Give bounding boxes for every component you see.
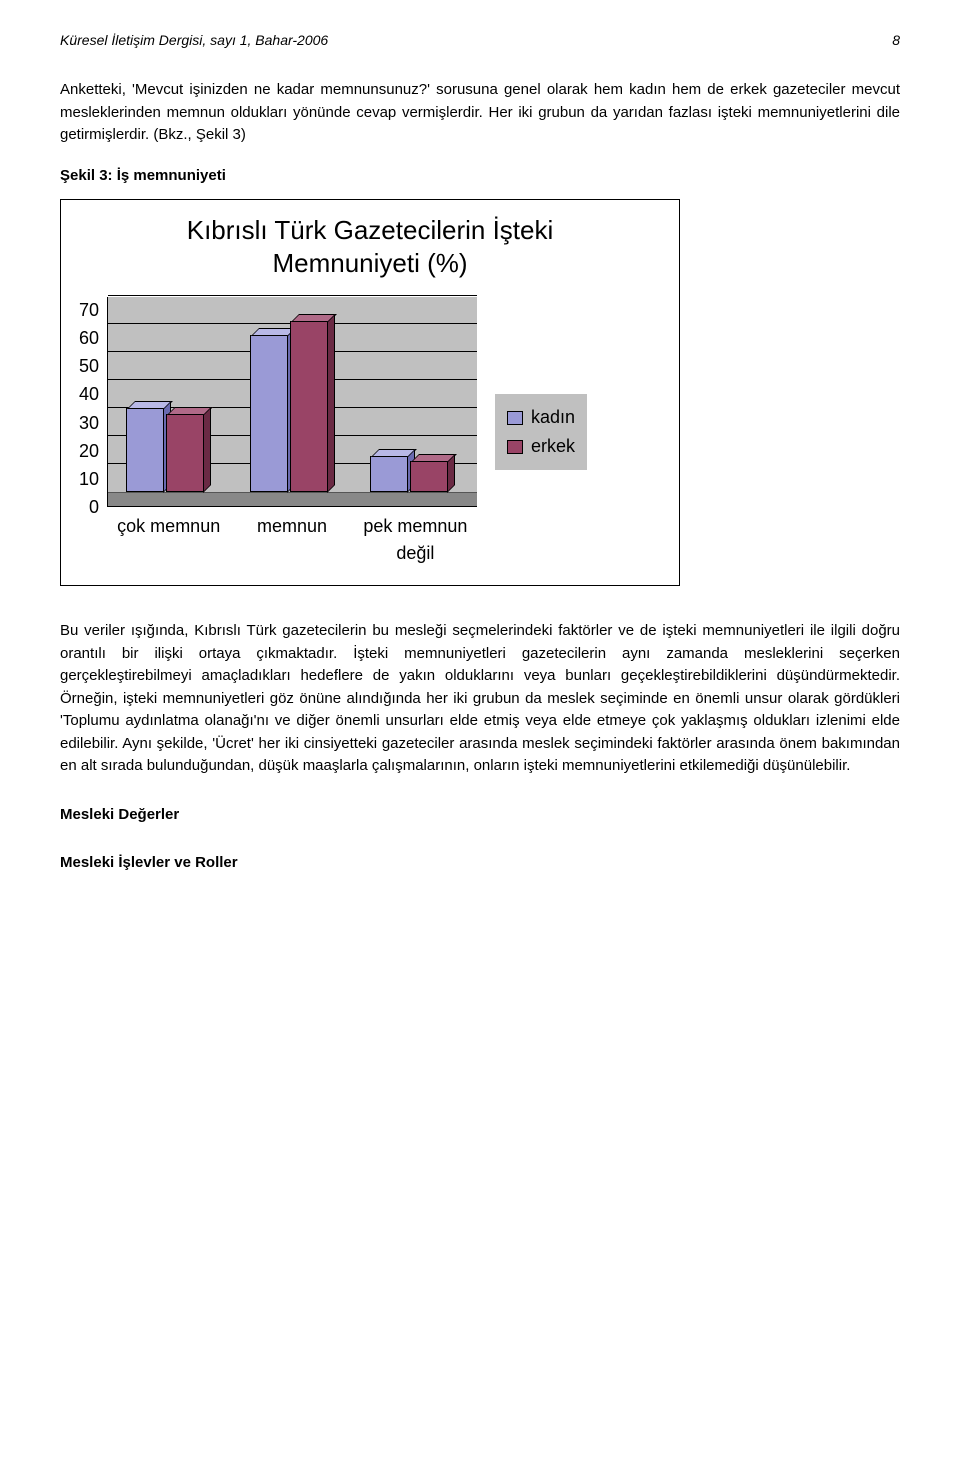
page-number: 8: [892, 30, 900, 51]
bar-erkek: [166, 414, 204, 492]
y-axis: 706050403020100: [79, 297, 107, 521]
x-tick-label: pek memnun değil: [354, 513, 477, 567]
section-heading-1: Mesleki Değerler: [60, 804, 900, 827]
y-tick-label: 10: [79, 466, 99, 493]
legend-box: kadınerkek: [495, 394, 587, 470]
x-tick-label: çok memnun: [107, 513, 230, 567]
y-tick-label: 40: [79, 381, 99, 408]
y-tick-label: 50: [79, 353, 99, 380]
y-tick-label: 60: [79, 325, 99, 352]
legend-item: kadın: [507, 404, 575, 431]
intro-paragraph: Anketteki, 'Mevcut işinizden ne kadar me…: [60, 79, 900, 147]
plot-area: [107, 297, 477, 507]
plot-wrap: çok memnunmemnunpek memnun değil: [107, 297, 477, 567]
x-tick-label: memnun: [230, 513, 353, 567]
bar-cluster: [126, 408, 204, 492]
legend-label: erkek: [531, 433, 575, 460]
x-axis-labels: çok memnunmemnunpek memnun değil: [107, 513, 477, 567]
y-tick-label: 0: [89, 494, 99, 521]
bar-kadın: [126, 408, 164, 492]
page-header: Küresel İletişim Dergisi, sayı 1, Bahar-…: [60, 30, 900, 51]
chart-container: Kıbrıslı Türk Gazetecilerin İşteki Memnu…: [60, 199, 680, 586]
legend-swatch: [507, 411, 523, 425]
bar-kadın: [250, 335, 288, 492]
legend-item: erkek: [507, 433, 575, 460]
y-tick-label: 30: [79, 410, 99, 437]
chart-title-line1: Kıbrıslı Türk Gazetecilerin İşteki: [187, 215, 554, 245]
bar-erkek: [410, 461, 448, 492]
y-tick-label: 20: [79, 438, 99, 465]
chart-title: Kıbrıslı Türk Gazetecilerin İşteki Memnu…: [79, 214, 661, 279]
bar-erkek: [290, 321, 328, 492]
chart-title-line2: Memnuniyeti (%): [272, 248, 467, 278]
legend-swatch: [507, 440, 523, 454]
legend-label: kadın: [531, 404, 575, 431]
journal-title: Küresel İletişim Dergisi, sayı 1, Bahar-…: [60, 30, 328, 51]
body-paragraph: Bu veriler ışığında, Kıbrıslı Türk gazet…: [60, 620, 900, 778]
figure-caption: Şekil 3: İş memnuniyeti: [60, 165, 900, 188]
y-tick-label: 70: [79, 297, 99, 324]
bar-cluster: [250, 321, 328, 492]
section-heading-2: Mesleki İşlevler ve Roller: [60, 852, 900, 875]
legend: kadınerkek: [495, 394, 587, 470]
bar-cluster: [370, 456, 448, 492]
plot-floor: [108, 492, 477, 506]
chart-area: 706050403020100 çok memnunmemnunpek memn…: [79, 297, 661, 567]
bar-kadın: [370, 456, 408, 492]
